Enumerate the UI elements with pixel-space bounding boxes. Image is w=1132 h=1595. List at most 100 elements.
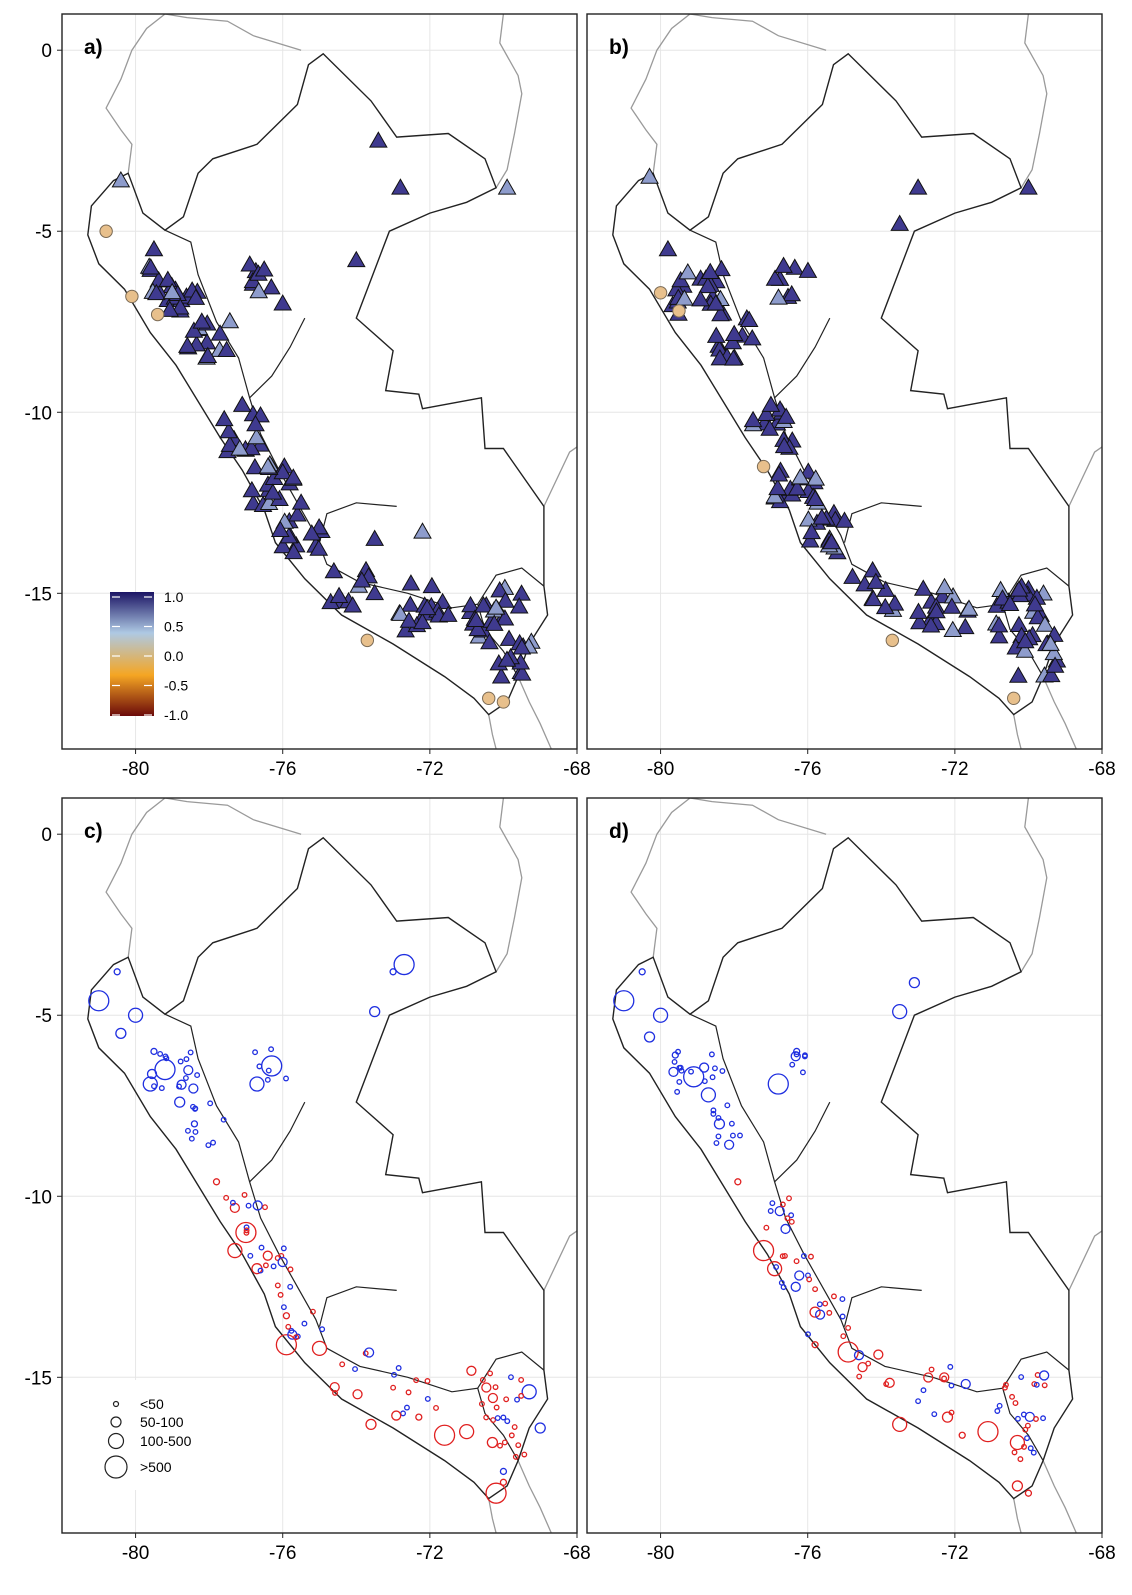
error-circle (339, 1361, 346, 1368)
error-circle (826, 1309, 833, 1316)
station-triangle (365, 583, 385, 601)
station-triangle (401, 574, 421, 591)
error-circle (724, 1102, 731, 1109)
error-circle (511, 1424, 518, 1431)
x-tick-label: -68 (1088, 1543, 1115, 1564)
station-triangle (497, 650, 517, 667)
station-triangle (711, 304, 730, 322)
error-circle (265, 1067, 272, 1074)
neighbour-border (517, 1460, 552, 1533)
error-circle (845, 1324, 852, 1331)
error-circle (767, 1073, 789, 1095)
error-circle (499, 1467, 508, 1476)
station-triangle (246, 414, 265, 432)
error-circle (958, 1431, 966, 1439)
station-triangle (484, 614, 504, 631)
error-circle (352, 1389, 363, 1400)
station-circle (125, 289, 139, 304)
station-triangle (219, 421, 239, 439)
error-circle (719, 1068, 726, 1074)
station-triangle (509, 597, 529, 614)
error-circle (643, 1031, 656, 1043)
error-circle (487, 1370, 494, 1377)
error-circle (786, 1195, 792, 1202)
station-triangle (309, 539, 329, 556)
error-circle (1030, 1449, 1037, 1456)
station-triangle (242, 480, 262, 498)
station-triangle (908, 178, 928, 195)
error-circle (188, 1135, 195, 1142)
error-circle (503, 1396, 510, 1403)
error-circle (773, 1264, 780, 1271)
station-triangle (324, 561, 344, 579)
x-tick-label: -72 (941, 759, 968, 780)
y-tick-label: -5 (35, 222, 52, 243)
error-circle (1017, 1456, 1024, 1463)
station-triangle (214, 409, 234, 427)
station-triangle (468, 619, 488, 637)
x-tick-label: -80 (647, 1543, 674, 1564)
neighbour-border (630, 798, 691, 958)
station-triangle (774, 256, 793, 273)
error-circle (793, 1047, 801, 1056)
error-circle (184, 1127, 191, 1134)
error-circle (908, 977, 921, 989)
station-triangle (769, 288, 788, 305)
error-circle (241, 1191, 248, 1198)
error-circle (794, 1270, 805, 1281)
neighbour-border (1013, 1498, 1022, 1533)
error-circle (799, 1069, 806, 1076)
error-circle (192, 1105, 199, 1112)
error-circle (188, 1083, 199, 1094)
error-circle (256, 1063, 263, 1070)
station-triangle (144, 239, 164, 257)
error-circle (812, 1286, 819, 1293)
error-circle (883, 1381, 890, 1387)
panel-label: a) (84, 36, 103, 59)
error-circle (853, 1350, 865, 1361)
y-tick-label: -5 (35, 1006, 52, 1027)
error-circle (710, 1110, 717, 1117)
error-circle (220, 1116, 227, 1123)
error-circle (1024, 1422, 1031, 1429)
station-triangle (765, 269, 785, 286)
map-panel: b) -80 -76 -72 -68 (586, 13, 1116, 780)
station-triangle (843, 567, 862, 584)
error-circle (947, 1363, 954, 1370)
error-circle (113, 968, 121, 976)
colorbar-label: 0.5 (164, 619, 184, 635)
station-triangle (866, 572, 886, 589)
error-circle (806, 1276, 813, 1283)
error-circle (258, 1244, 265, 1251)
error-circle (779, 1201, 786, 1208)
station-triangle (768, 478, 787, 496)
station-triangle (497, 178, 517, 195)
station-triangle (365, 529, 385, 546)
station-circle (496, 695, 511, 709)
station-triangle (249, 281, 269, 299)
error-circle (261, 1055, 283, 1077)
error-circle (481, 1382, 492, 1393)
error-circle (1022, 1426, 1029, 1433)
station-triangle (288, 505, 307, 522)
error-circle (915, 1398, 922, 1405)
error-circle (941, 1375, 948, 1382)
error-circle (504, 1418, 511, 1425)
error-circle (830, 1293, 837, 1300)
error-circle (282, 1312, 291, 1320)
error-circle (1021, 1443, 1027, 1450)
error-circle (270, 1263, 277, 1270)
station-triangle (760, 419, 780, 436)
error-circle (150, 1047, 158, 1056)
error-circle (243, 1224, 250, 1231)
size-legend-label: <50 (140, 1396, 164, 1412)
x-tick-label: -80 (647, 759, 674, 780)
neighbour-border (689, 798, 827, 835)
error-circle (177, 1058, 184, 1065)
station-circle (885, 633, 900, 648)
station-triangle (283, 468, 303, 485)
station-triangle (413, 612, 432, 630)
station-triangle (927, 601, 946, 619)
error-circle (207, 1100, 214, 1107)
station-triangle (943, 620, 963, 637)
